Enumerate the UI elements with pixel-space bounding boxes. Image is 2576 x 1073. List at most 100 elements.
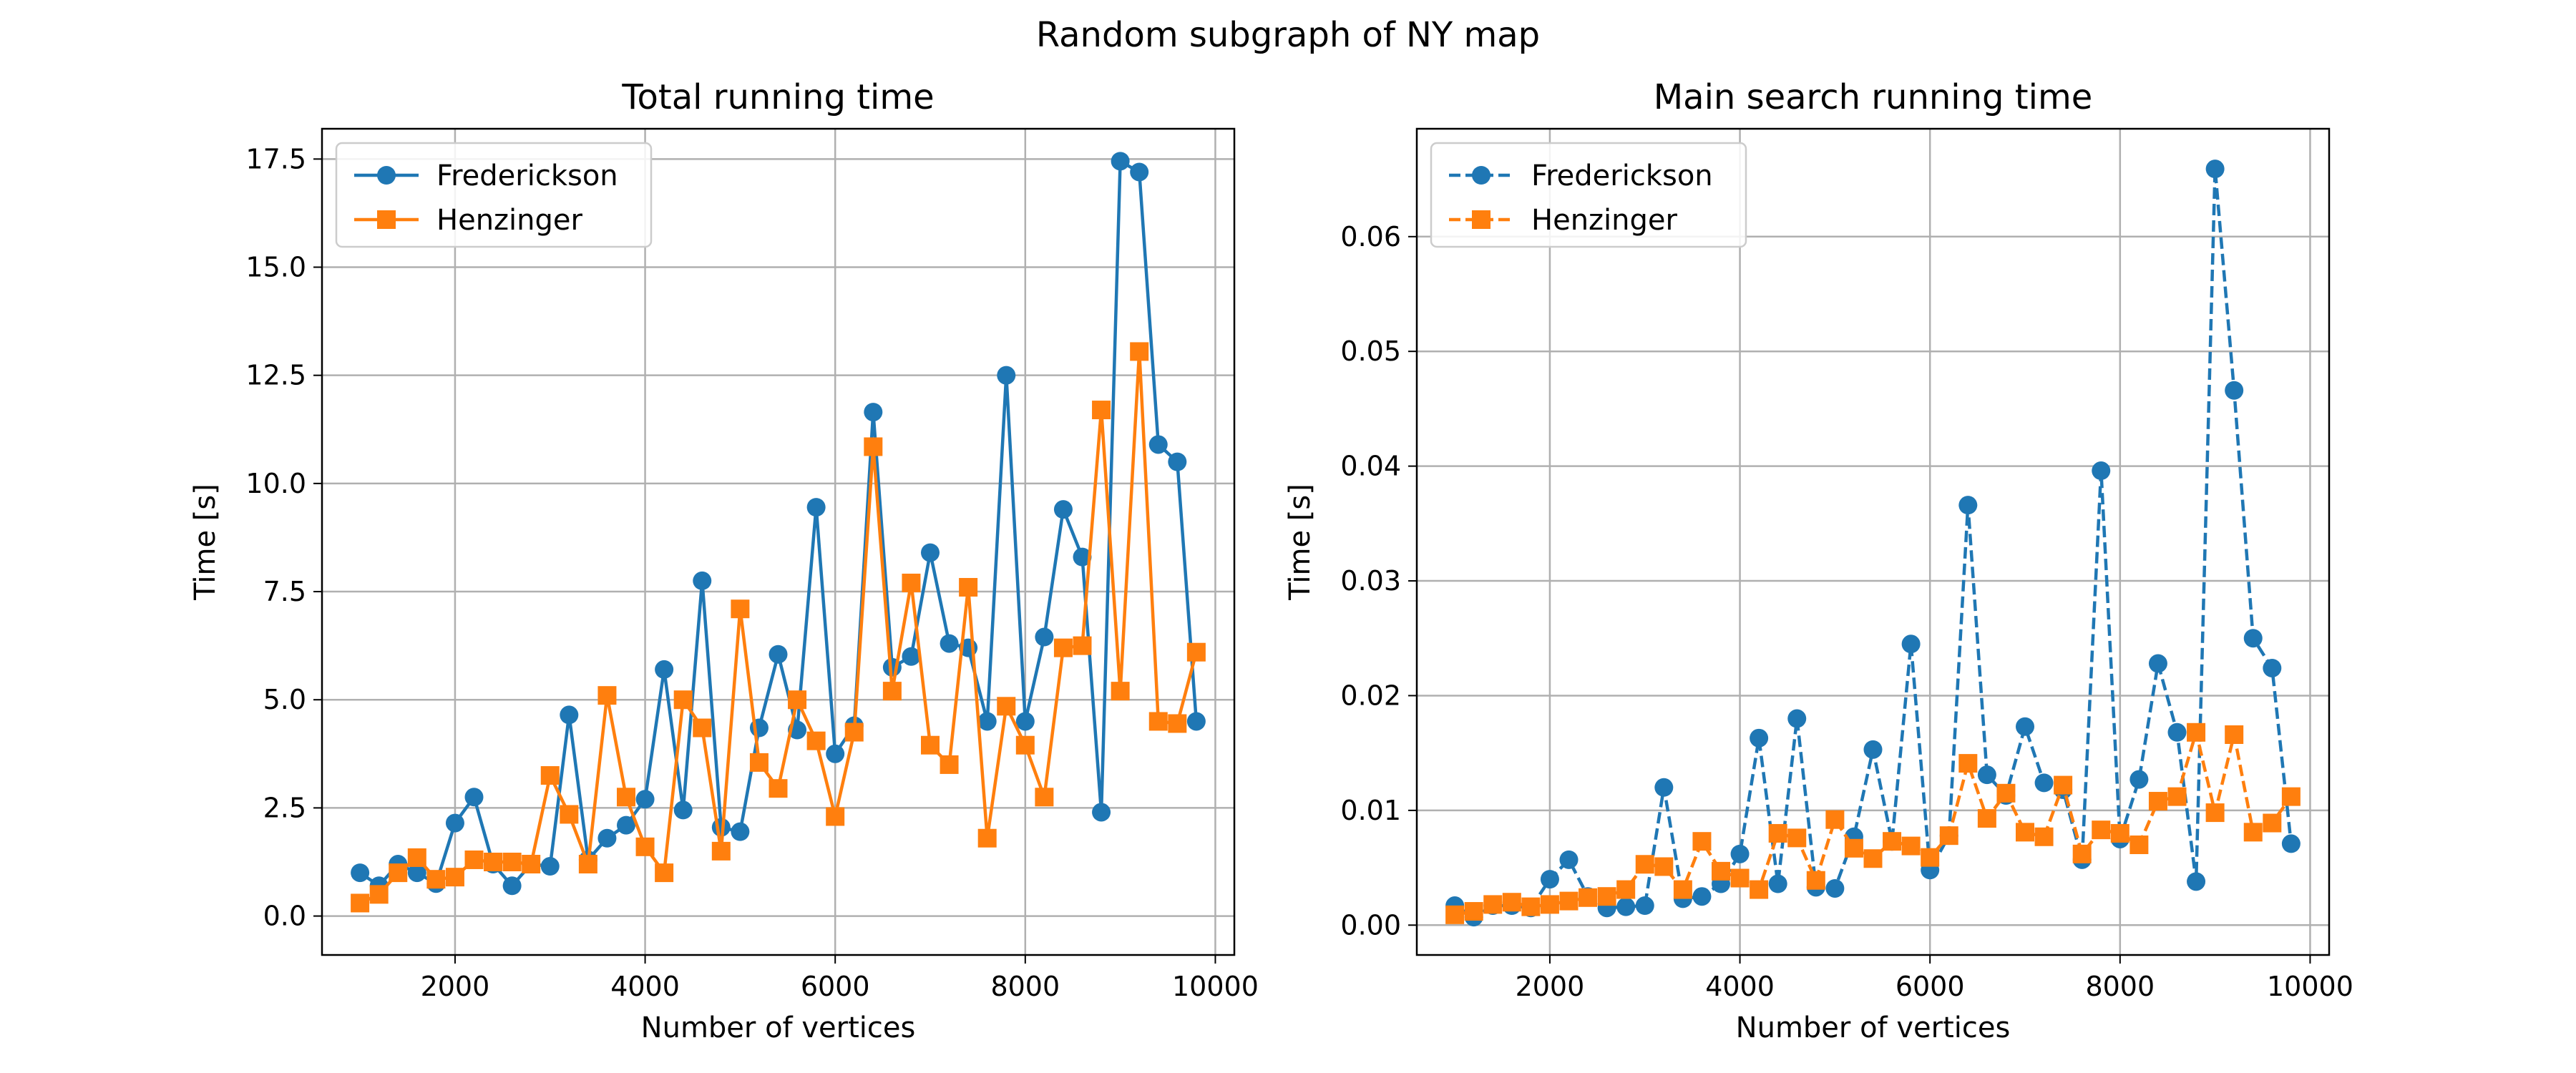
chart0-xtick-label-1: 4000 (610, 971, 680, 1002)
chart0-series-frederickson-point-39 (1092, 803, 1111, 822)
chart0-series-frederickson-point-25 (826, 744, 845, 763)
chart1-series-henzinger-point-24 (1901, 836, 1921, 856)
chart1-series-henzinger-point-29 (1996, 783, 2016, 803)
chart0-series-frederickson-point-43 (1168, 452, 1187, 471)
chart1-series-frederickson-point-37 (2148, 654, 2167, 673)
chart0-legend-henzinger-label: Henzinger (436, 204, 583, 237)
chart0-series-henzinger-point-8 (502, 852, 522, 871)
chart0-series-henzinger-point-38 (1073, 636, 1092, 655)
chart1-series-frederickson-point-16 (1750, 728, 1769, 748)
chart0-series-frederickson-point-40 (1111, 152, 1130, 171)
chart0-series-henzinger-point-44 (1186, 642, 1206, 662)
chart0-series-henzinger-point-43 (1168, 714, 1187, 733)
chart1-series-frederickson-point-24 (1901, 635, 1921, 654)
chart0-series-frederickson-point-3 (407, 863, 426, 883)
chart1-series-henzinger-point-3 (1502, 893, 1521, 912)
chart0-series-henzinger-point-31 (940, 755, 959, 774)
chart0-series-henzinger-point-1 (369, 885, 389, 904)
chart1-series-frederickson-point-9 (1616, 897, 1636, 916)
chart0-series-henzinger-point-26 (844, 722, 864, 742)
chart0-series-frederickson-point-14 (617, 815, 635, 835)
chart0-series-frederickson-point-13 (597, 828, 617, 848)
chart1-xtick-label-2: 6000 (1896, 971, 1965, 1002)
chart1-ytick-label-2: 0.02 (1340, 680, 1401, 711)
chart0-series-henzinger-point-28 (882, 682, 902, 701)
chart0-series-henzinger-point-24 (806, 731, 826, 750)
chart0-series-frederickson-point-35 (1015, 712, 1035, 731)
chart0-series-henzinger-point-9 (522, 855, 541, 874)
chart1-series-frederickson-point-40 (2205, 160, 2225, 179)
chart0-axes-frame (321, 127, 1236, 956)
chart1-series-henzinger-point-17 (1768, 823, 1787, 843)
chart0-series-henzinger-point-19 (711, 841, 731, 861)
chart1-series-frederickson-point-6 (1559, 850, 1579, 869)
chart1-series-henzinger-point-5 (1540, 895, 1559, 914)
chart1-series-henzinger-point-8 (1597, 887, 1616, 906)
chart1-series-frederickson-point-41 (2225, 381, 2244, 400)
chart1-series-henzinger-point-38 (2167, 787, 2187, 806)
chart0-series-frederickson-point-10 (540, 857, 560, 876)
chart0-series-frederickson-point-37 (1053, 500, 1073, 519)
chart0-legend-frederickson-marker (377, 166, 396, 185)
chart1-series-henzinger-point-32 (2054, 775, 2073, 795)
chart0-series-henzinger-point-20 (731, 599, 750, 619)
chart0-series-henzinger-point-5 (445, 868, 464, 887)
chart1-series-henzinger-point-1 (1464, 902, 1483, 921)
chart0-series-henzinger-point-21 (749, 753, 769, 772)
chart0-series-frederickson-point-5 (445, 813, 464, 833)
chart0-series-henzinger-point-25 (826, 807, 845, 826)
chart0-series-henzinger-point-2 (389, 863, 408, 883)
chart0-series-henzinger-point-16 (655, 863, 674, 883)
chart1-series-henzinger-point-33 (2072, 844, 2092, 863)
chart0-series-frederickson-point-36 (1035, 627, 1054, 647)
chart1-series-henzinger-point-43 (2263, 813, 2282, 833)
chart0-legend-henzinger-marker (377, 210, 396, 229)
chart1-series-frederickson-point-18 (1787, 709, 1807, 728)
chart1-series-henzinger-point-37 (2148, 792, 2167, 811)
chart0-title: Total running time (621, 77, 934, 117)
chart1-series-frederickson-point-11 (1654, 778, 1674, 797)
chart0-series-frederickson-point-41 (1130, 162, 1149, 182)
chart1-ytick-label-0: 0.00 (1340, 909, 1401, 941)
chart1-series-henzinger-point-10 (1635, 855, 1654, 874)
chart1-series-henzinger-point-44 (2281, 787, 2301, 806)
chart0-series-frederickson-point-0 (351, 863, 370, 883)
chart0-series-henzinger-point-22 (769, 779, 788, 798)
chart1-xtick-label-3: 8000 (2085, 971, 2155, 1002)
chart1-axes-frame (1415, 127, 2331, 956)
chart0-ylabel: Time [s] (189, 484, 222, 601)
chart1-series-henzinger-point-41 (2225, 725, 2244, 744)
chart0-series-henzinger-point-39 (1092, 401, 1111, 420)
chart1-series-frederickson-point-31 (2034, 773, 2054, 793)
chart1-series-henzinger-point-6 (1559, 891, 1579, 911)
chart1-series-frederickson-point-36 (2129, 770, 2149, 789)
chart1-series-henzinger-point-4 (1521, 897, 1541, 916)
chart0-xtick-label-3: 8000 (990, 971, 1060, 1002)
chart1-series-frederickson-point-22 (1863, 740, 1883, 759)
chart1-series-frederickson-point-5 (1540, 870, 1559, 889)
chart1-series-frederickson-point-17 (1768, 874, 1787, 893)
chart0-series-henzinger-point-7 (484, 852, 503, 871)
chart1-series-frederickson-point-27 (1958, 496, 1978, 515)
chart0-ytick-label-4: 10.0 (245, 468, 306, 499)
chart0-series-henzinger-point-29 (902, 573, 921, 592)
chart1-series-henzinger-point-26 (1939, 826, 1958, 846)
chart1-series-henzinger-point-20 (1825, 810, 1845, 829)
chart0-ytick-label-5: 12.5 (245, 360, 306, 391)
chart0-series-henzinger-point-42 (1148, 712, 1168, 731)
chart0-series-frederickson-point-31 (940, 634, 959, 653)
chart1-series-frederickson-point-38 (2167, 722, 2187, 742)
chart0-series-henzinger-point-40 (1111, 682, 1130, 701)
chart1-series-henzinger-point-19 (1806, 871, 1825, 890)
chart1-ytick-label-3: 0.03 (1340, 565, 1401, 597)
chart1-series-henzinger-point-22 (1863, 849, 1883, 868)
chart1-series-henzinger-point-15 (1730, 868, 1750, 888)
chart0-series-henzinger-point-30 (921, 735, 940, 755)
chart1-series-henzinger-point-12 (1673, 880, 1692, 899)
chart0-series-henzinger-point-11 (560, 805, 579, 824)
chart1-series-henzinger-point-21 (1844, 838, 1863, 858)
chart1-xtick-label-4: 10000 (2267, 971, 2353, 1002)
chart0-series-henzinger-point-23 (788, 690, 807, 710)
chart1-series-henzinger-point-14 (1712, 861, 1730, 881)
